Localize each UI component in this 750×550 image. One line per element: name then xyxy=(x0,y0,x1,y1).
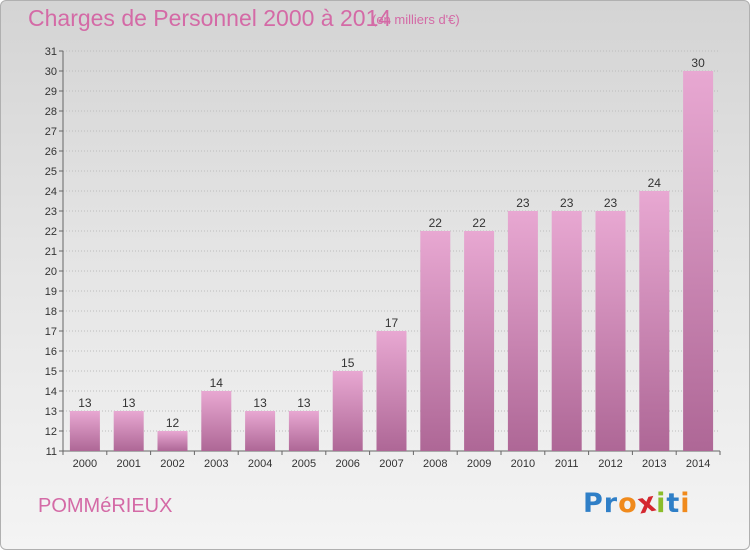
x-tick-label: 2009 xyxy=(467,458,491,470)
y-tick-label: 21 xyxy=(45,246,57,258)
data-label: 30 xyxy=(691,56,705,70)
y-tick-label: 17 xyxy=(45,326,57,338)
data-label: 12 xyxy=(166,416,180,430)
x-tick-label: 2013 xyxy=(642,458,666,470)
data-label: 15 xyxy=(341,356,355,370)
y-tick-label: 18 xyxy=(45,306,57,318)
y-tick-label: 22 xyxy=(45,226,57,238)
commune-name: POMMéRIEUX xyxy=(38,495,173,517)
x-tick-label: 2006 xyxy=(335,458,359,470)
data-label: 22 xyxy=(472,216,486,230)
y-tick-label: 15 xyxy=(45,366,57,378)
y-tick-label: 12 xyxy=(45,426,57,438)
bar-2002 xyxy=(157,431,188,451)
chart-subtitle: (en milliers d'€) xyxy=(372,12,460,27)
logo-letter: P xyxy=(583,488,604,519)
bar-2001 xyxy=(113,411,144,451)
y-tick-label: 11 xyxy=(46,446,57,458)
y-tick-label: 30 xyxy=(45,66,57,78)
y-tick-label: 20 xyxy=(45,266,57,278)
y-tick-label: 29 xyxy=(45,86,57,98)
logo-letter: i xyxy=(656,488,667,519)
bar-2006 xyxy=(332,371,363,451)
x-tick-label: 2004 xyxy=(248,458,272,470)
bars xyxy=(69,71,714,451)
chart-title: Charges de Personnel 2000 à 2014 xyxy=(28,5,392,31)
bar-2003 xyxy=(201,391,232,451)
bar-2014 xyxy=(683,71,714,451)
x-tick-label: 2002 xyxy=(160,458,184,470)
bar-2005 xyxy=(288,411,319,451)
bar-2010 xyxy=(507,211,538,451)
x-tick-label: 2001 xyxy=(116,458,140,470)
x-tick-label: 2005 xyxy=(292,458,316,470)
bar-2011 xyxy=(551,211,582,451)
data-label: 13 xyxy=(122,396,136,410)
y-tick-label: 16 xyxy=(45,346,57,358)
logo-letter: r xyxy=(603,488,619,519)
data-label: 22 xyxy=(429,216,443,230)
data-label: 23 xyxy=(516,196,530,210)
x-tick-label: 2014 xyxy=(686,458,710,470)
data-label: 24 xyxy=(648,176,662,190)
bar-2008 xyxy=(420,231,451,451)
y-tick-label: 26 xyxy=(45,146,57,158)
x-tick-label: 2007 xyxy=(379,458,403,470)
data-label: 13 xyxy=(297,396,311,410)
x-tick-label: 2011 xyxy=(555,458,579,470)
data-label: 23 xyxy=(604,196,618,210)
data-label: 17 xyxy=(385,316,399,330)
x-tick-label: 2012 xyxy=(598,458,622,470)
y-tick-label: 25 xyxy=(45,166,57,178)
x-tick-label: 2000 xyxy=(73,458,97,470)
y-tick-label: 19 xyxy=(45,286,57,298)
bar-2004 xyxy=(245,411,276,451)
bar-2007 xyxy=(376,331,407,451)
y-tick-label: 13 xyxy=(45,406,57,418)
data-label: 14 xyxy=(210,376,224,390)
bar-2000 xyxy=(69,411,100,451)
y-tick-label: 14 xyxy=(45,386,57,398)
proxiti-logo: Proxiti xyxy=(583,486,691,520)
bar-2013 xyxy=(639,191,670,451)
bar-2012 xyxy=(595,211,626,451)
y-tick-label: 23 xyxy=(45,206,57,218)
bar-2009 xyxy=(464,231,495,451)
x-tick-label: 2008 xyxy=(423,458,447,470)
data-label: 13 xyxy=(78,396,92,410)
logo-letter: o xyxy=(618,488,638,519)
x-tick-label: 2010 xyxy=(511,458,535,470)
y-tick-label: 28 xyxy=(45,106,57,118)
y-tick-label: 24 xyxy=(45,186,57,198)
x-tick-label: 2003 xyxy=(204,458,228,470)
y-tick-label: 31 xyxy=(45,46,57,58)
data-label: 23 xyxy=(560,196,574,210)
data-label: 13 xyxy=(253,396,267,410)
y-tick-label: 27 xyxy=(45,126,57,138)
logo-letter: t xyxy=(666,488,681,519)
logo-letter: i xyxy=(680,488,691,519)
labels: 11 12 13 14 15 16 17 18 19 20 21 22 23 24 25 26 27 28 29 30… xyxy=(45,46,711,470)
